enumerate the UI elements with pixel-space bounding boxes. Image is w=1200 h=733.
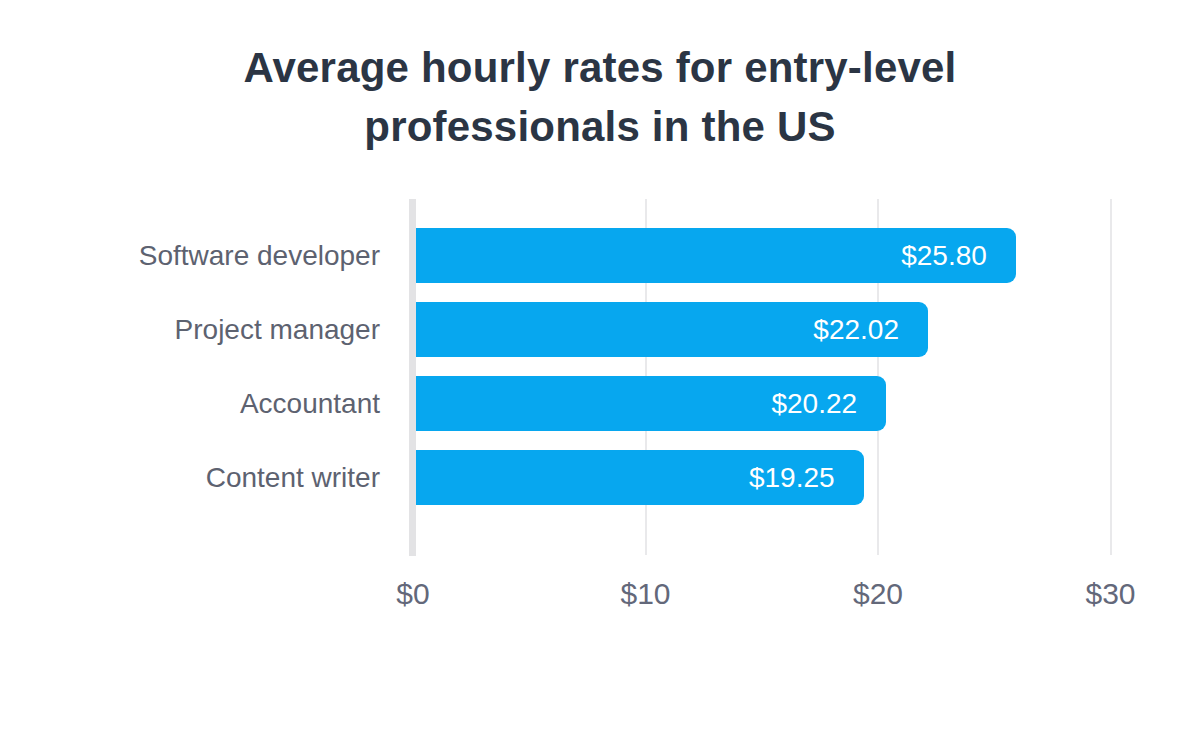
category-label: Accountant <box>240 376 380 431</box>
chart-title: Average hourly rates for entry-level prof… <box>0 38 1200 156</box>
category-label: Content writer <box>206 450 380 505</box>
x-axis-baseline <box>409 199 416 556</box>
bar-value-label: $20.22 <box>771 388 886 420</box>
chart-title-line-1: Average hourly rates for entry-level <box>244 44 957 91</box>
plot-area: $0$10$20$30$25.80Software developer$22.0… <box>413 199 1135 555</box>
bar-value-label: $25.80 <box>901 240 1016 272</box>
gridline <box>1110 199 1112 555</box>
chart-title-line-2: professionals in the US <box>364 103 835 150</box>
category-label: Software developer <box>139 228 380 283</box>
bar: $25.80 <box>416 228 1016 283</box>
bar: $19.25 <box>416 450 864 505</box>
chart-canvas: Average hourly rates for entry-level prof… <box>0 0 1200 733</box>
bar: $20.22 <box>416 376 886 431</box>
x-axis-tick-label: $0 <box>396 577 429 611</box>
category-label: Project manager <box>175 302 380 357</box>
bar-value-label: $19.25 <box>749 462 864 494</box>
bar-value-label: $22.02 <box>813 314 928 346</box>
x-axis-tick-label: $10 <box>620 577 670 611</box>
bar: $22.02 <box>416 302 928 357</box>
x-axis-tick-label: $30 <box>1085 577 1135 611</box>
x-axis-tick-label: $20 <box>853 577 903 611</box>
